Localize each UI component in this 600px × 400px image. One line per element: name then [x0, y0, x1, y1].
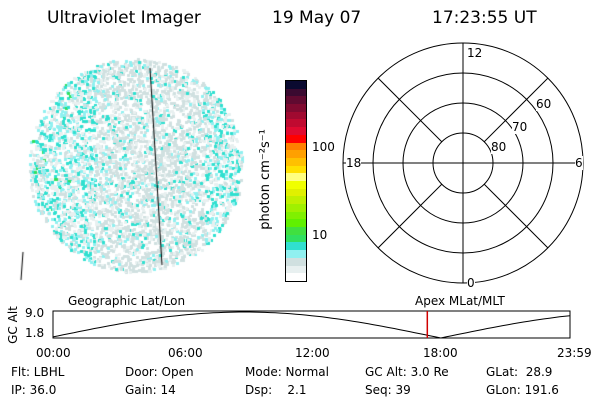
x-tick-1200: 12:00: [295, 346, 330, 360]
polar-grid: [342, 42, 584, 284]
color-bar-swatch: [286, 134, 306, 143]
color-bar-swatch: [286, 204, 306, 212]
color-bar-swatch: [286, 234, 306, 243]
color-bar-swatch: [286, 273, 306, 281]
ring-label-80: 80: [491, 140, 507, 154]
color-bar-swatch: [286, 188, 306, 197]
color-bar-swatch: [286, 180, 306, 189]
gain-status: Gain: 14: [125, 383, 176, 397]
ring-label-60: 60: [536, 97, 552, 111]
polar-label-6: 6: [575, 156, 583, 170]
glat-status: GLat: 28.9: [486, 365, 553, 379]
color-bar-swatch: [286, 150, 306, 158]
color-bar-swatch: [286, 219, 306, 228]
instrument-title: Ultraviolet Imager: [47, 8, 201, 28]
x-tick-0600: 06:00: [168, 346, 203, 360]
polar-label-0: 0: [467, 276, 475, 290]
color-bar-swatch: [286, 227, 306, 235]
x-tick-0000: 00:00: [36, 346, 71, 360]
color-bar-swatch: [286, 173, 306, 181]
ip-status: IP: 36.0: [11, 383, 57, 397]
gc-alt-status: GC Alt: 3.0 Re: [365, 365, 449, 379]
apex-label: Apex MLat/MLT: [415, 294, 505, 308]
color-bar-swatch: [286, 81, 306, 89]
color-bar-swatch: [286, 165, 306, 174]
color-bar-swatch: [286, 96, 306, 105]
door-status: Door: Open: [125, 365, 194, 379]
geographic-label: Geographic Lat/Lon: [68, 294, 186, 308]
color-bar-swatch: [286, 111, 306, 120]
glon-status: GLon: 191.6: [486, 383, 559, 397]
ring-label-70: 70: [512, 120, 528, 134]
color-bar: [285, 80, 307, 282]
x-tick-1800: 18:00: [423, 346, 458, 360]
color-bar-swatch: [286, 211, 306, 220]
colorbar-tick-10: 10: [312, 228, 328, 242]
color-bar-swatch: [286, 265, 306, 274]
color-bar-swatch: [286, 196, 306, 204]
polar-label-12: 12: [467, 46, 483, 60]
polar-label-18: 18: [346, 156, 362, 170]
y-tick-9: 9.0: [25, 306, 45, 320]
color-bar-swatch: [286, 242, 306, 251]
filter-status: Flt: LBHL: [11, 365, 65, 379]
color-bar-swatch: [286, 142, 306, 151]
altitude-timeline[interactable]: [0, 300, 600, 360]
color-bar-swatch: [286, 250, 306, 258]
colorbar-tick-100: 100: [312, 140, 335, 154]
auroral-image: [5, 40, 265, 300]
color-bar-swatch: [286, 127, 306, 135]
seq-status: Seq: 39: [365, 383, 411, 397]
color-bar-swatch: [286, 157, 306, 166]
altitude-curve: [52, 311, 571, 339]
date-label: 19 May 07: [272, 8, 362, 28]
y-tick-1.8: 1.8: [25, 326, 45, 340]
dsp-status: Dsp: 2.1: [245, 383, 307, 397]
x-tick-2359: 23:59: [557, 346, 592, 360]
mode-status: Mode: Normal: [245, 365, 329, 379]
color-bar-swatch: [286, 88, 306, 97]
color-bar-swatch: [286, 119, 306, 128]
color-bar-swatch: [286, 104, 306, 112]
time-label: 17:23:55 UT: [432, 8, 537, 28]
color-bar-swatch: [286, 257, 306, 266]
